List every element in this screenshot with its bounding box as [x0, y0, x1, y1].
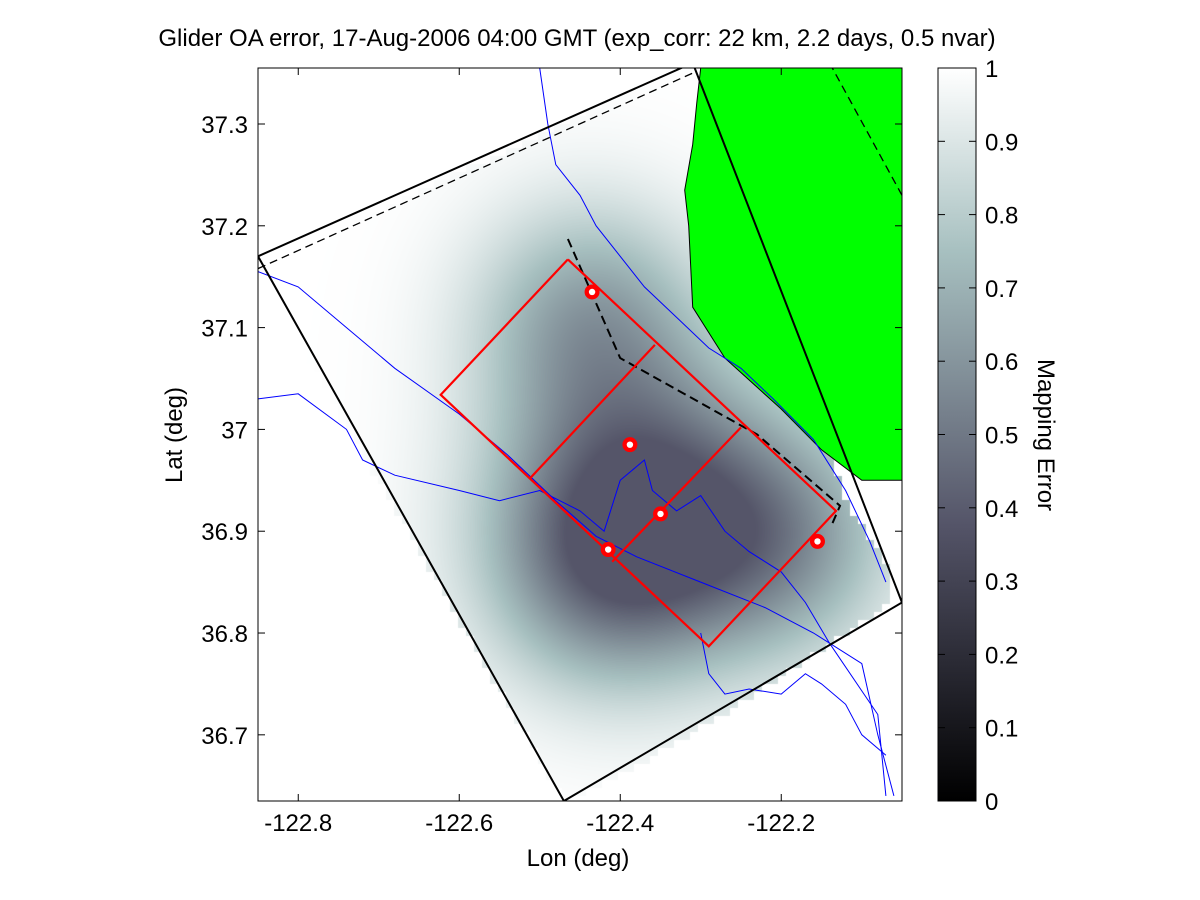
colorbar-tick-label: 0.2 — [985, 642, 1018, 669]
glider-marker-1 — [584, 284, 600, 300]
glider-marker-center — [626, 441, 634, 448]
bathymetry-contour-2 — [258, 393, 887, 796]
colorbar-tick-label: 1 — [985, 56, 998, 83]
chart-title: Glider OA error, 17-Aug-2006 04:00 GMT (… — [158, 25, 995, 52]
glider-marker-center — [588, 288, 596, 296]
sampling-grid-divider-1 — [529, 344, 656, 480]
y-tick-label: 37.1 — [201, 316, 248, 343]
glider-marker-center — [657, 510, 664, 518]
x-tick-label: -122.4 — [586, 810, 654, 837]
colorbar-ticks: 0 0.1 0.2 0.3 0.4 0.5 0.6 0.7 0.8 0.9 1 — [938, 56, 1018, 816]
bathymetry-contour-1 — [258, 271, 895, 797]
glider-marker-3 — [653, 506, 668, 522]
glider-marker-center — [604, 546, 612, 553]
colorbar-tick-label: 0.6 — [985, 349, 1018, 376]
y-axis-label: Lat (deg) — [161, 387, 188, 483]
offshore-dashed-line — [258, 72, 693, 270]
domain-outline — [258, 68, 902, 801]
x-axis: -122.8 -122.6 -122.4 -122.2 — [264, 68, 815, 837]
colorbar-tick-label: 0.1 — [985, 716, 1018, 743]
y-tick-label: 37 — [221, 417, 248, 444]
colorbar-tick-label: 0.9 — [985, 129, 1018, 156]
x-tick-label: -122.2 — [747, 810, 815, 837]
sampling-grid — [439, 258, 838, 648]
sampling-grid-outline — [439, 258, 838, 648]
colorbar-tick-label: 0 — [985, 789, 998, 816]
glider-marker-2 — [622, 437, 638, 453]
bathymetry-contours — [258, 68, 895, 797]
y-tick-label: 36.8 — [201, 621, 248, 648]
colorbar-tick-label: 0.3 — [985, 569, 1018, 596]
colorbar-label: Mapping Error — [1032, 359, 1059, 511]
x-axis-label: Lon (deg) — [527, 845, 630, 872]
x-tick-label: -122.8 — [264, 810, 332, 837]
colorbar-tick-label: 0.7 — [985, 276, 1018, 303]
glider-marker-4 — [600, 542, 616, 558]
glider-marker-5 — [809, 533, 825, 549]
y-tick-label: 36.7 — [201, 723, 248, 750]
glider-track-dashed — [566, 238, 842, 527]
sampling-grid-divider-2 — [611, 426, 742, 563]
y-tick-label: 37.3 — [201, 112, 248, 139]
glider-marker-center — [814, 538, 821, 545]
bathymetry-contour-3 — [539, 68, 887, 583]
y-axis: 36.7 36.8 36.9 37 37.1 37.2 37.3 — [201, 112, 902, 750]
bathymetry-contour-4 — [700, 632, 887, 756]
colorbar-tick-label: 0.5 — [985, 423, 1018, 450]
y-tick-label: 36.9 — [201, 519, 248, 546]
colorbar-tick-label: 0.8 — [985, 203, 1018, 230]
y-tick-label: 37.2 — [201, 214, 248, 241]
glider-markers — [584, 284, 825, 558]
plot-frame — [257, 67, 903, 802]
x-tick-label: -122.6 — [425, 810, 493, 837]
colorbar-tick-label: 0.4 — [985, 496, 1018, 523]
